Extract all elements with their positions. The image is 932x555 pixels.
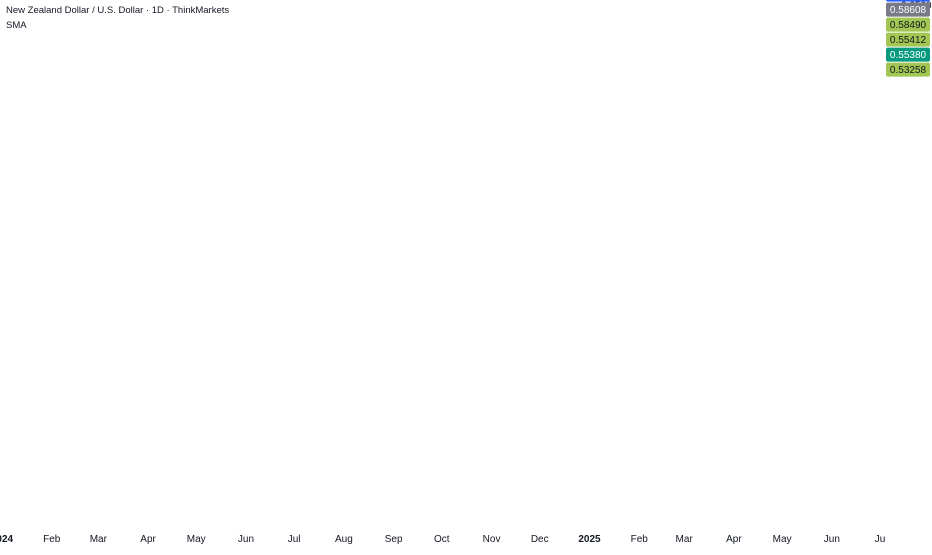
x-tick-label: Apr (140, 534, 156, 545)
price-badge: 0.55412 (886, 32, 930, 47)
x-tick-label: Feb (631, 534, 649, 545)
price-badge: 0.55380 (886, 47, 930, 62)
price-badge-bg (886, 62, 930, 77)
x-tick-label: Dec (531, 534, 549, 545)
price-badge-bg (886, 47, 930, 62)
x-tick-label: Nov (483, 534, 501, 545)
price-badge: 0.59301 (886, 0, 930, 2)
price-badge: 0.58490 (886, 17, 930, 32)
chart-title: New Zealand Dollar / U.S. Dollar · 1D · … (6, 5, 230, 16)
price-badge-label: 0.55412 (890, 35, 927, 46)
price-badge-label: 0.55380 (890, 50, 927, 61)
x-tick-label: 2025 (578, 534, 601, 545)
x-tick-label: Jun (824, 534, 840, 545)
x-tick-label: Feb (43, 534, 61, 545)
x-tick-label: Apr (726, 534, 742, 545)
x-tick-label: Mar (676, 534, 694, 545)
price-badge-label: 0.58490 (890, 20, 927, 31)
x-tick-label: Jun (238, 534, 254, 545)
price-badge-bg (886, 2, 930, 17)
price-badge-bg (886, 32, 930, 47)
price-badge-label: 0.58608 (890, 5, 927, 16)
price-badge-label: 0.53258 (890, 65, 927, 76)
price-badge: 0.58608 (886, 2, 930, 17)
x-tick-label: Sep (385, 534, 403, 545)
price-badge: 0.53258 (886, 62, 930, 77)
x-tick-label: Mar (90, 534, 108, 545)
x-tick-label: 2024 (0, 534, 14, 545)
indicator-label: SMA (6, 20, 27, 31)
x-tick-label: Oct (434, 534, 450, 545)
x-tick-label: May (187, 534, 206, 545)
x-tick-label: Aug (335, 534, 353, 545)
x-tick-label: Jul (288, 534, 301, 545)
price-badge-bg (886, 0, 930, 2)
x-tick-label: Ju (875, 534, 886, 545)
x-tick-label: May (773, 534, 792, 545)
price-badge-label: 0.59301 (890, 0, 927, 1)
price-badges: 0.636400.593590.593100.593010.586080.584… (886, 0, 930, 77)
price-badge-bg (886, 17, 930, 32)
